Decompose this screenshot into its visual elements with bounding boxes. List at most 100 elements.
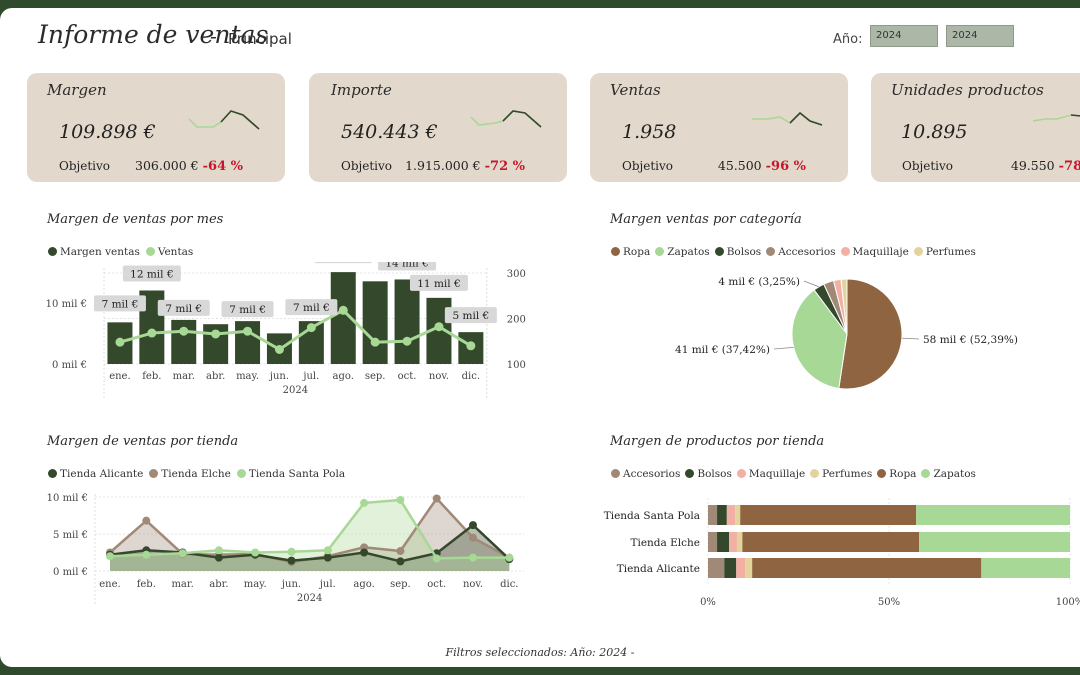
legend-item-elche[interactable]: Tienda Elche (149, 468, 231, 480)
legend-item-accesorios[interactable]: Accesorios (766, 246, 836, 258)
pie-data-label: 41 mil € (37,42%) (675, 344, 770, 356)
legend-item-ventas[interactable]: Ventas (145, 246, 193, 258)
bar-mar. (171, 319, 197, 364)
legend-item-zapatos[interactable]: Zapatos (655, 246, 710, 258)
legend-item-maquillaje[interactable]: Maquillaje (736, 468, 805, 480)
category-chart-title: Margen ventas por categoría (610, 212, 802, 227)
segment-accesorios (708, 532, 718, 552)
data-label: 7 mil € (165, 303, 202, 315)
ventas-point-may. (243, 326, 253, 336)
x-tick-label: mar. (171, 579, 193, 590)
segment-maquillaje (736, 558, 746, 578)
products-stacked-bar-chart[interactable]: 0% 50% 100% Tienda Santa Pola Tienda Elche Ti… (600, 494, 1080, 610)
legend-item-perfumes[interactable]: Perfumes (810, 468, 872, 480)
legend-dot (714, 247, 724, 256)
legend-label: Tienda Elche (161, 468, 231, 480)
ventas-point-jul. (306, 323, 316, 333)
x-axis-label: 2024 (283, 385, 308, 396)
selected-filters-footer: Filtros seleccionados: Año: 2024 - (445, 646, 635, 659)
monthly-legend: Margen ventas Ventas (48, 246, 193, 258)
point-tienda-alicante (214, 553, 223, 562)
kpi-card-ventas[interactable]: Ventas 1.958 Objetivo 45.500 -96 % (590, 73, 848, 182)
area-tienda-santa-pola (110, 499, 510, 571)
point-tienda-santa-pola (106, 552, 114, 561)
kpi-objective: 306.000 € -64 % (135, 158, 243, 174)
kpi-title: Unidades productos (891, 81, 1044, 99)
point-tienda-santa-pola (505, 553, 514, 562)
kpi-objective-label: Objetivo (341, 159, 393, 173)
legend-dot (921, 469, 931, 478)
x-tick-label: 50% (878, 597, 900, 608)
segment-ropa (740, 505, 917, 525)
segment-bolsos (717, 532, 729, 552)
x-tick-label: ene. (109, 371, 130, 382)
legend-dot (810, 469, 820, 478)
year-to-slicer[interactable]: 2024 (946, 25, 1014, 47)
legend-item-bolsos[interactable]: Bolsos (714, 246, 761, 258)
x-tick-label: mar. (173, 371, 195, 382)
kpi-value: 10.895 (901, 121, 968, 143)
kpi-delta: -72 % (484, 159, 525, 174)
category-pie-chart[interactable]: 58 mil € (52,39%) 41 mil € (37,42%) 4 mil … (610, 262, 1070, 412)
legend-item-perfumes[interactable]: Perfumes (913, 246, 976, 258)
title-separator: - (210, 24, 217, 48)
x-tick-label: jun. (269, 371, 289, 382)
pie-leader-line (773, 346, 794, 350)
legend-label: Ropa (889, 468, 917, 480)
legend-item-accesorios[interactable]: Accesorios (611, 468, 680, 480)
legend-item-alicante[interactable]: Tienda Alicante (48, 468, 143, 480)
legend-item-santa-pola[interactable]: Tienda Santa Pola (236, 468, 345, 480)
legend-item-ropa[interactable]: Ropa (611, 246, 650, 258)
ventas-point-ene. (115, 337, 125, 347)
legend-item-maquillaje[interactable]: Maquillaje (840, 246, 909, 258)
kpi-card-unidades[interactable]: Unidades productos 10.895 Objetivo 49.55… (871, 73, 1080, 182)
point-tienda-elche (396, 547, 405, 556)
pie-slice-perfumes (840, 278, 848, 335)
kpi-objective: 49.550 -78 % (1011, 158, 1080, 174)
segment-zapatos (919, 532, 1070, 552)
area-tienda-elche (110, 498, 510, 571)
y-right-tick-label: 200 (507, 315, 526, 326)
ventas-point-abr. (211, 329, 221, 339)
segment-ropa (742, 532, 920, 552)
point-tienda-santa-pola (360, 498, 369, 507)
point-tienda-elche (469, 533, 477, 542)
ventas-point-ago. (338, 305, 348, 315)
monthly-margin-chart[interactable]: 0 mil € 10 mil € 100 200 300 7 mil € 12 mil € 7… (40, 262, 560, 402)
kpi-objective-label: Objetivo (59, 159, 111, 173)
year-from-slicer[interactable]: 2024 (870, 25, 938, 47)
point-tienda-santa-pola (432, 554, 441, 563)
segment-maquillaje (726, 505, 736, 525)
legend-label: Perfumes (925, 246, 976, 258)
x-tick-label: sep. (390, 579, 411, 590)
x-tick-label: feb. (142, 371, 161, 382)
legend-label: Zapatos (667, 246, 710, 258)
legend-item-zapatos[interactable]: Zapatos (921, 468, 976, 480)
kpi-card-importe[interactable]: Importe 540.443 € Objetivo 1.915.000 € -… (309, 73, 567, 182)
legend-label: Maquillaje (852, 246, 909, 258)
data-label: 11 mil € (417, 278, 460, 290)
page-title: Informe de ventas (38, 20, 269, 49)
data-label: 5 mil € (452, 310, 489, 322)
pie-leader-line (901, 337, 920, 340)
legend-label: Perfumes (822, 468, 873, 480)
legend-item-ropa[interactable]: Ropa (877, 468, 916, 480)
legend-label: Tienda Alicante (60, 468, 144, 480)
x-tick-label: ene. (99, 579, 120, 590)
x-tick-label: abr. (206, 371, 225, 382)
legend-dot (913, 247, 923, 256)
segment-ropa (752, 558, 982, 578)
legend-item-margen[interactable]: Margen ventas (48, 246, 140, 258)
kpi-card-margen[interactable]: Margen 109.898 € Objetivo 306.000 € -64 … (27, 73, 285, 182)
data-label-bg (157, 299, 210, 316)
y-tick-label: 10 mil € (47, 493, 88, 504)
x-tick-label: nov. (429, 371, 449, 382)
legend-item-bolsos[interactable]: Bolsos (685, 468, 732, 480)
store-area-chart[interactable]: 0 mil € 5 mil € 10 mil € ene. feb. mar. abr. ma… (40, 486, 530, 608)
kpi-value: 540.443 € (341, 121, 438, 143)
x-tick-label: may. (244, 579, 267, 590)
kpi-objective: 1.915.000 € -72 % (405, 158, 525, 174)
data-label: 7 mil € (229, 304, 266, 316)
kpi-title: Importe (331, 81, 392, 99)
point-tienda-santa-pola (469, 553, 477, 562)
